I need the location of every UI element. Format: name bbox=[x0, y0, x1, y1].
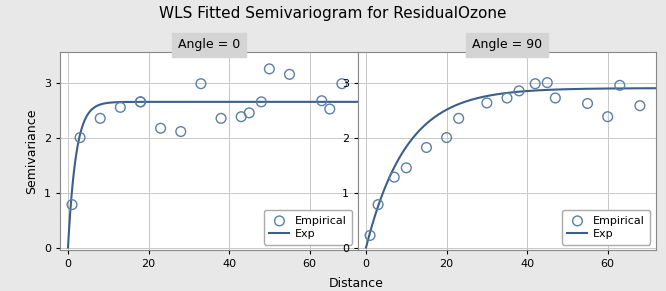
Empirical bbox=[373, 202, 384, 207]
Empirical bbox=[284, 72, 295, 77]
Empirical bbox=[95, 116, 105, 121]
Empirical bbox=[67, 202, 77, 207]
Empirical bbox=[421, 145, 432, 150]
Empirical bbox=[216, 116, 226, 121]
Empirical bbox=[542, 80, 553, 85]
Empirical bbox=[264, 67, 274, 71]
Empirical bbox=[196, 81, 206, 86]
Legend: Empirical, Exp: Empirical, Exp bbox=[562, 210, 651, 245]
Empirical bbox=[482, 101, 492, 105]
Line: Exp: Exp bbox=[68, 102, 358, 248]
Empirical bbox=[75, 135, 85, 140]
Empirical bbox=[236, 114, 246, 119]
Title: Angle = 0: Angle = 0 bbox=[178, 38, 240, 51]
Empirical bbox=[175, 129, 186, 134]
Empirical bbox=[336, 81, 347, 86]
Empirical bbox=[244, 111, 254, 115]
Empirical bbox=[115, 105, 126, 110]
Exp bbox=[221, 100, 229, 104]
Empirical bbox=[442, 135, 452, 140]
Exp bbox=[204, 100, 212, 104]
Exp bbox=[519, 90, 527, 93]
Empirical bbox=[501, 96, 512, 100]
Empirical bbox=[635, 103, 645, 108]
Exp bbox=[354, 100, 362, 104]
Empirical bbox=[389, 175, 400, 180]
Exp bbox=[652, 86, 660, 90]
Text: WLS Fitted Semivariogram for ResidualOzone: WLS Fitted Semivariogram for ResidualOzo… bbox=[159, 6, 507, 21]
Empirical bbox=[135, 100, 146, 104]
Text: Distance: Distance bbox=[329, 276, 384, 290]
Empirical bbox=[550, 96, 561, 100]
Exp bbox=[302, 100, 310, 104]
Y-axis label: Semivariance: Semivariance bbox=[25, 109, 38, 194]
Empirical bbox=[513, 88, 524, 93]
Empirical bbox=[155, 126, 166, 131]
Exp bbox=[645, 86, 653, 90]
Empirical bbox=[256, 100, 266, 104]
Exp bbox=[353, 100, 361, 104]
Empirical bbox=[135, 100, 146, 104]
Exp bbox=[236, 100, 244, 104]
Empirical bbox=[454, 116, 464, 121]
Exp bbox=[362, 246, 370, 249]
Empirical bbox=[615, 83, 625, 88]
Legend: Empirical, Exp: Empirical, Exp bbox=[264, 210, 352, 245]
Exp bbox=[347, 100, 355, 104]
Exp bbox=[501, 91, 509, 95]
Exp bbox=[500, 92, 507, 95]
Line: Exp: Exp bbox=[366, 88, 656, 248]
Exp bbox=[202, 100, 210, 104]
Empirical bbox=[530, 81, 541, 86]
Exp bbox=[599, 87, 607, 90]
Exp bbox=[535, 88, 543, 92]
Empirical bbox=[365, 233, 376, 238]
Exp bbox=[64, 246, 72, 249]
Empirical bbox=[602, 114, 613, 119]
Empirical bbox=[316, 98, 327, 103]
Title: Angle = 90: Angle = 90 bbox=[472, 38, 542, 51]
Empirical bbox=[324, 107, 335, 111]
Empirical bbox=[582, 101, 593, 106]
Empirical bbox=[401, 166, 412, 170]
